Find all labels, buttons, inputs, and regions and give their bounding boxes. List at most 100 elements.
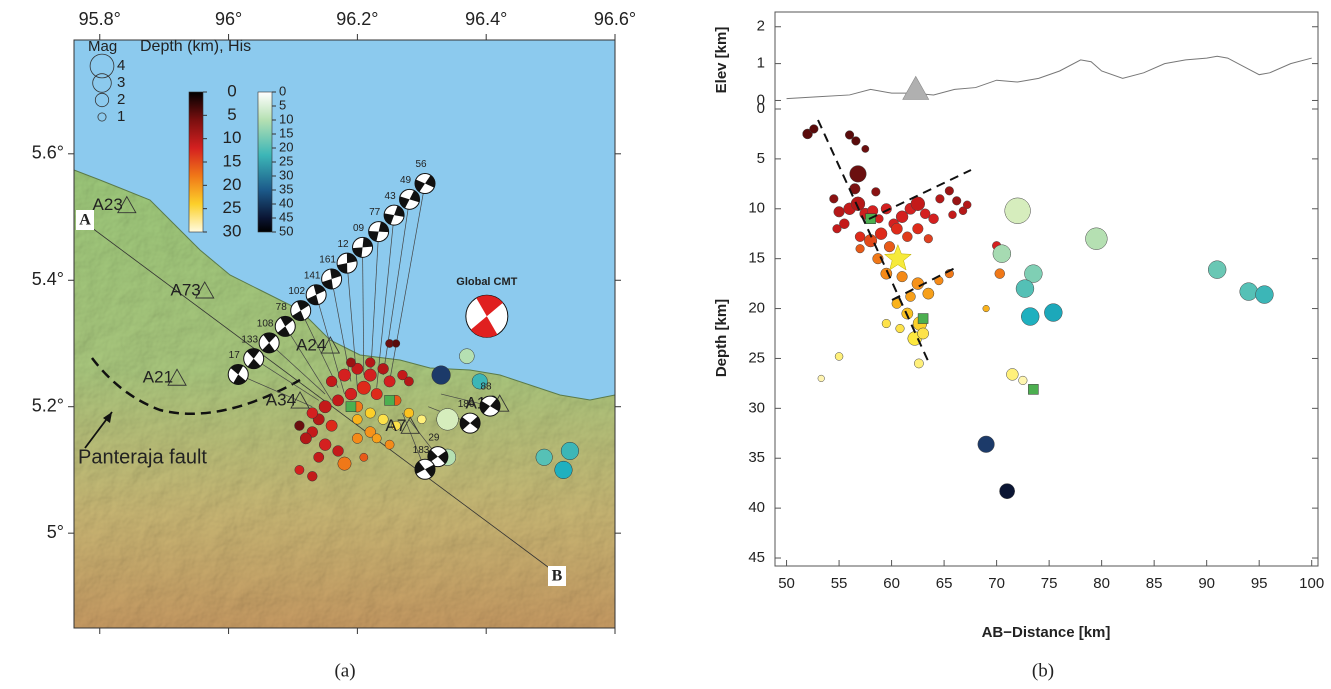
event — [834, 352, 844, 361]
y-axis-label: Depth [km] — [713, 299, 730, 377]
focal-mechanism — [414, 458, 436, 480]
colorbar-tick-label: 10 — [279, 111, 293, 126]
event — [850, 196, 866, 211]
mechanism-label: 43 — [385, 191, 397, 202]
event — [923, 234, 933, 244]
event — [307, 471, 318, 482]
mechanism-quadrant — [277, 326, 291, 337]
event — [337, 456, 352, 471]
event — [977, 435, 995, 453]
event — [371, 433, 382, 444]
x-tick-label: 95 — [1251, 575, 1268, 592]
event — [992, 244, 1012, 263]
mag-legend-symbol — [89, 53, 115, 79]
mechanism-quadrant — [352, 247, 363, 258]
y2-axis-label: Elev [km] — [713, 27, 730, 94]
event — [982, 304, 990, 313]
y-tick-label: 5 — [757, 150, 765, 167]
map-frame — [73, 39, 616, 629]
x-tick-label: 80 — [1093, 575, 1110, 592]
event — [928, 213, 939, 224]
colorbar-tick-label: 35 — [279, 181, 293, 196]
event — [306, 407, 318, 419]
mechanism-label: 77 — [369, 207, 381, 218]
event — [364, 426, 376, 438]
x-tick-label: 60 — [883, 575, 900, 592]
map-content: A23A73A21A24A34A7A1317133108781021411611… — [93, 159, 579, 482]
square-marker — [384, 395, 395, 406]
mechanism-quadrant — [476, 295, 503, 317]
mechanism-label: 12 — [338, 239, 350, 250]
mechanism-quadrant — [415, 179, 426, 192]
focal-mechanism — [305, 284, 327, 306]
mechanism-label: 88 — [480, 382, 492, 393]
mechanism-quadrant — [230, 364, 244, 375]
event — [294, 420, 305, 431]
x-tick-label: 85 — [1146, 575, 1163, 592]
his-colorbar — [257, 91, 273, 233]
y-tick-label: 45 — [748, 549, 765, 566]
mechanism-quadrant — [399, 196, 410, 209]
mechanism-quadrant — [322, 278, 334, 289]
event — [313, 451, 325, 463]
x-tick-label: 96.6° — [594, 9, 636, 29]
y-tick-label: 40 — [748, 499, 765, 516]
event — [332, 394, 344, 407]
event — [1018, 375, 1028, 385]
x-tick-label: 75 — [1041, 575, 1058, 592]
mechanism-quadrant — [427, 449, 438, 463]
event — [871, 187, 881, 197]
mechanism-quadrant — [247, 358, 261, 369]
event — [459, 348, 475, 364]
focal-mechanism — [290, 300, 312, 322]
event — [851, 136, 861, 146]
event — [911, 277, 925, 290]
mechanism-link — [300, 310, 339, 388]
cmt-label: Global CMT — [456, 276, 517, 288]
mechanism-quadrant — [307, 294, 319, 305]
event — [377, 413, 389, 425]
event — [883, 241, 896, 253]
y-tick-label: 5.4° — [32, 269, 64, 289]
mechanism-quadrant — [425, 464, 436, 478]
event — [919, 208, 931, 219]
event — [535, 448, 553, 466]
colorbar-tick-label: 0 — [279, 83, 286, 98]
event — [1024, 264, 1043, 283]
focal-mechanism — [399, 188, 421, 210]
event — [999, 483, 1015, 500]
y-tick-label: 35 — [748, 449, 765, 466]
event — [872, 253, 884, 265]
event — [325, 375, 338, 388]
event — [817, 374, 825, 382]
y2-tick-label: 2 — [757, 18, 765, 35]
y-tick-label: 25 — [748, 349, 765, 366]
station-label: A7 — [385, 416, 406, 435]
mechanism-quadrant — [233, 374, 246, 385]
fault-trace — [868, 169, 972, 220]
event — [384, 439, 395, 450]
x-tick-label: 50 — [778, 575, 795, 592]
mechanism-label: 17 — [229, 350, 241, 361]
mag-legend-symbol — [92, 73, 112, 93]
fault-arrow-head — [103, 412, 112, 423]
profile-end-label: B — [552, 568, 563, 585]
mechanism-quadrant — [296, 300, 310, 311]
event — [1044, 303, 1063, 322]
event — [874, 227, 888, 240]
y-tick-label: 5.2° — [32, 395, 64, 415]
event — [948, 210, 957, 219]
mechanism-label: 186 — [458, 399, 475, 410]
x-axis-label: AB−Distance [km] — [982, 624, 1111, 641]
event — [912, 223, 924, 235]
plot-content — [786, 55, 1312, 500]
event — [318, 400, 332, 414]
mechanism-link — [268, 342, 326, 395]
y2-tick-label: 0 — [757, 91, 765, 108]
station-label: A21 — [143, 368, 173, 387]
caption: (a) — [334, 660, 355, 681]
event — [910, 196, 926, 211]
mechanism-quadrant — [394, 205, 405, 217]
mechanism-quadrant — [490, 398, 501, 412]
focal-mechanism — [414, 173, 436, 195]
